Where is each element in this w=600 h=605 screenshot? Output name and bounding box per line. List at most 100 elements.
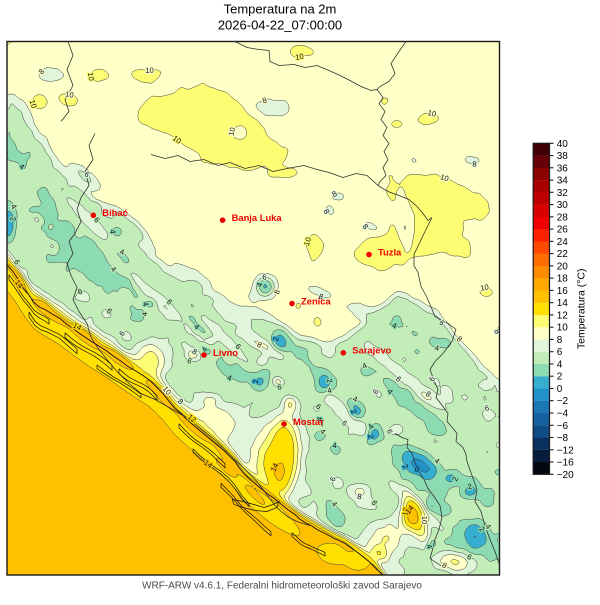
svg-text:4: 4 [318,427,328,436]
svg-text:4: 4 [140,312,149,317]
svg-text:8: 8 [261,95,268,105]
svg-text:4: 4 [9,202,19,210]
svg-text:4: 4 [483,522,493,531]
svg-text:4: 4 [119,247,125,257]
svg-text:4: 4 [424,543,434,550]
svg-text:30: 30 [557,200,569,211]
svg-text:6: 6 [165,297,174,307]
svg-text:24: 24 [557,237,569,248]
svg-text:4: 4 [255,281,265,288]
svg-text:−12: −12 [557,445,574,456]
svg-text:36: 36 [557,163,569,174]
svg-text:4: 4 [108,229,117,234]
svg-text:6: 6 [437,318,447,327]
svg-text:Banja Luka: Banja Luka [232,212,283,223]
svg-text:2: 2 [467,482,473,492]
svg-text:12: 12 [557,310,569,321]
svg-text:6: 6 [484,403,489,412]
svg-text:40: 40 [557,139,569,150]
svg-text:4: 4 [557,360,563,371]
svg-text:Tuzla: Tuzla [378,246,402,257]
svg-text:8: 8 [176,397,185,407]
svg-text:4: 4 [315,416,325,422]
svg-text:2: 2 [400,463,410,471]
svg-text:8: 8 [472,160,476,169]
svg-text:28: 28 [557,212,569,223]
svg-text:4: 4 [332,441,336,450]
svg-text:8: 8 [492,328,502,335]
svg-text:Livno: Livno [213,347,238,358]
svg-text:−2: −2 [557,396,569,407]
svg-text:8: 8 [441,560,449,570]
svg-text:6: 6 [427,375,437,382]
svg-text:Temperatura na 2m: Temperatura na 2m [224,2,337,17]
svg-text:4: 4 [361,361,369,371]
svg-text:10: 10 [479,282,489,293]
svg-text:10: 10 [427,108,437,118]
svg-text:2: 2 [477,524,487,533]
svg-text:4: 4 [385,387,395,396]
svg-text:8: 8 [455,334,464,344]
svg-text:4: 4 [330,499,339,508]
svg-text:−20: −20 [557,470,574,481]
svg-text:6: 6 [117,329,127,338]
svg-text:2: 2 [557,372,563,383]
svg-text:4: 4 [226,373,233,383]
svg-text:8: 8 [322,208,332,216]
svg-text:10: 10 [28,99,39,110]
svg-text:8: 8 [361,222,370,231]
svg-text:6: 6 [186,356,193,366]
svg-text:6: 6 [82,170,91,180]
svg-text:20: 20 [557,261,569,272]
svg-text:−4: −4 [557,409,569,420]
svg-text:10: 10 [145,66,154,75]
svg-text:18: 18 [557,274,569,285]
svg-text:6: 6 [465,552,473,562]
svg-text:Sarajevo: Sarajevo [352,345,391,356]
svg-text:Bihać: Bihać [102,207,128,218]
svg-text:10: 10 [420,516,429,525]
svg-text:8: 8 [557,335,563,346]
svg-text:14: 14 [557,298,569,309]
svg-text:8: 8 [272,288,282,295]
svg-text:6: 6 [314,402,323,412]
svg-text:2026-04-22_07:00:00: 2026-04-22_07:00:00 [218,18,342,33]
svg-text:10: 10 [302,236,313,247]
svg-text:6: 6 [105,306,114,315]
svg-text:2: 2 [349,408,359,415]
svg-text:−8: −8 [557,433,569,444]
svg-text:0: 0 [413,464,421,474]
svg-text:2: 2 [251,379,260,383]
svg-text:8: 8 [37,67,46,76]
svg-text:32: 32 [557,188,569,199]
svg-text:10: 10 [86,72,96,82]
svg-text:6: 6 [394,374,403,384]
svg-text:4: 4 [192,322,201,331]
svg-text:6: 6 [277,382,282,391]
svg-text:WRF-ARW v4.6.1, Federalni hidr: WRF-ARW v4.6.1, Federalni hidrometeorolo… [142,581,422,592]
svg-text:8: 8 [317,292,324,302]
svg-text:8: 8 [357,492,362,501]
svg-text:4: 4 [352,394,359,404]
svg-text:4: 4 [435,343,440,352]
svg-text:38: 38 [557,151,569,162]
svg-text:6: 6 [76,287,84,297]
svg-text:10: 10 [439,172,450,183]
svg-text:2: 2 [271,336,281,342]
svg-text:10: 10 [227,126,238,136]
svg-text:0: 0 [557,384,563,395]
svg-text:10: 10 [295,52,305,62]
svg-text:10: 10 [65,89,75,99]
svg-text:4: 4 [200,345,210,354]
svg-text:8: 8 [191,347,199,357]
svg-text:4: 4 [391,321,398,331]
svg-text:Zenica: Zenica [301,295,331,306]
svg-text:2: 2 [450,475,460,482]
svg-text:8: 8 [424,389,433,399]
svg-text:2: 2 [8,217,17,222]
svg-text:4: 4 [141,301,151,307]
svg-text:Temperatura (°C): Temperatura (°C) [576,268,588,349]
svg-text:4: 4 [432,456,441,466]
svg-text:22: 22 [557,249,569,260]
svg-text:4: 4 [366,422,376,431]
